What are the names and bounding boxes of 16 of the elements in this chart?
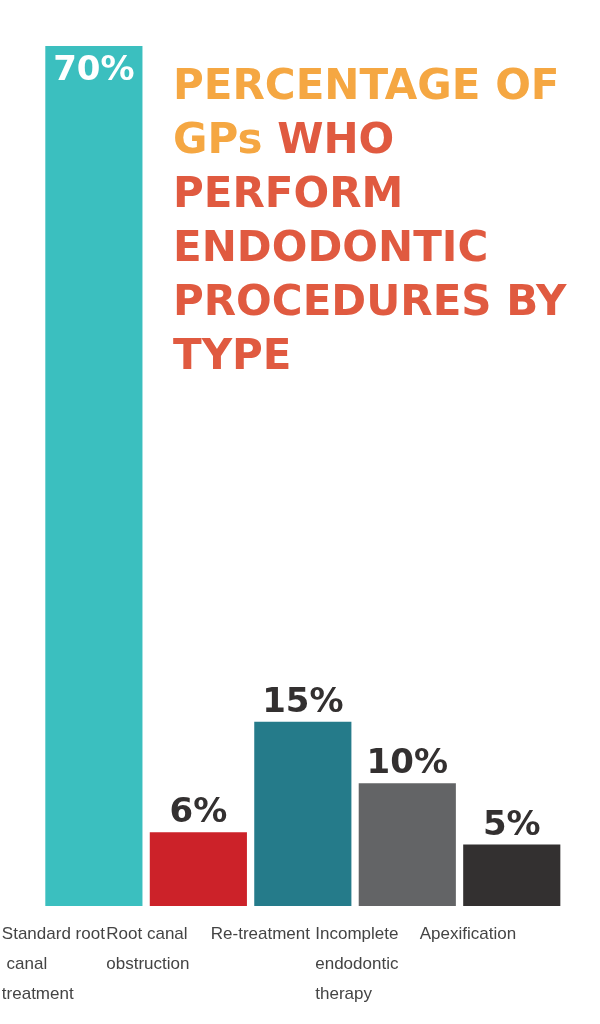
bar <box>463 844 561 906</box>
x-tick-label: Apexification <box>419 923 517 943</box>
data-label: 15% <box>262 679 344 720</box>
bar <box>358 783 456 906</box>
bar <box>254 721 352 906</box>
x-tick-label: Standard root canal treatment <box>1 923 106 1003</box>
bar <box>149 832 247 906</box>
text: PERCENTAGE OF GPs WHO PERFORM ENDODONTIC PROCEDURES BY TYPE <box>173 59 567 379</box>
x-tick-label: Incomplete endodontic therapy <box>315 923 404 1003</box>
data-label: 10% <box>366 741 448 782</box>
bar <box>45 46 143 906</box>
x-tick-label: Re-treatment <box>210 923 311 943</box>
x-tick-label: Root canal obstruction <box>106 923 193 973</box>
data-label: 70% <box>53 48 135 88</box>
data-label: 6% <box>169 790 228 831</box>
data-label: 5% <box>482 802 541 843</box>
